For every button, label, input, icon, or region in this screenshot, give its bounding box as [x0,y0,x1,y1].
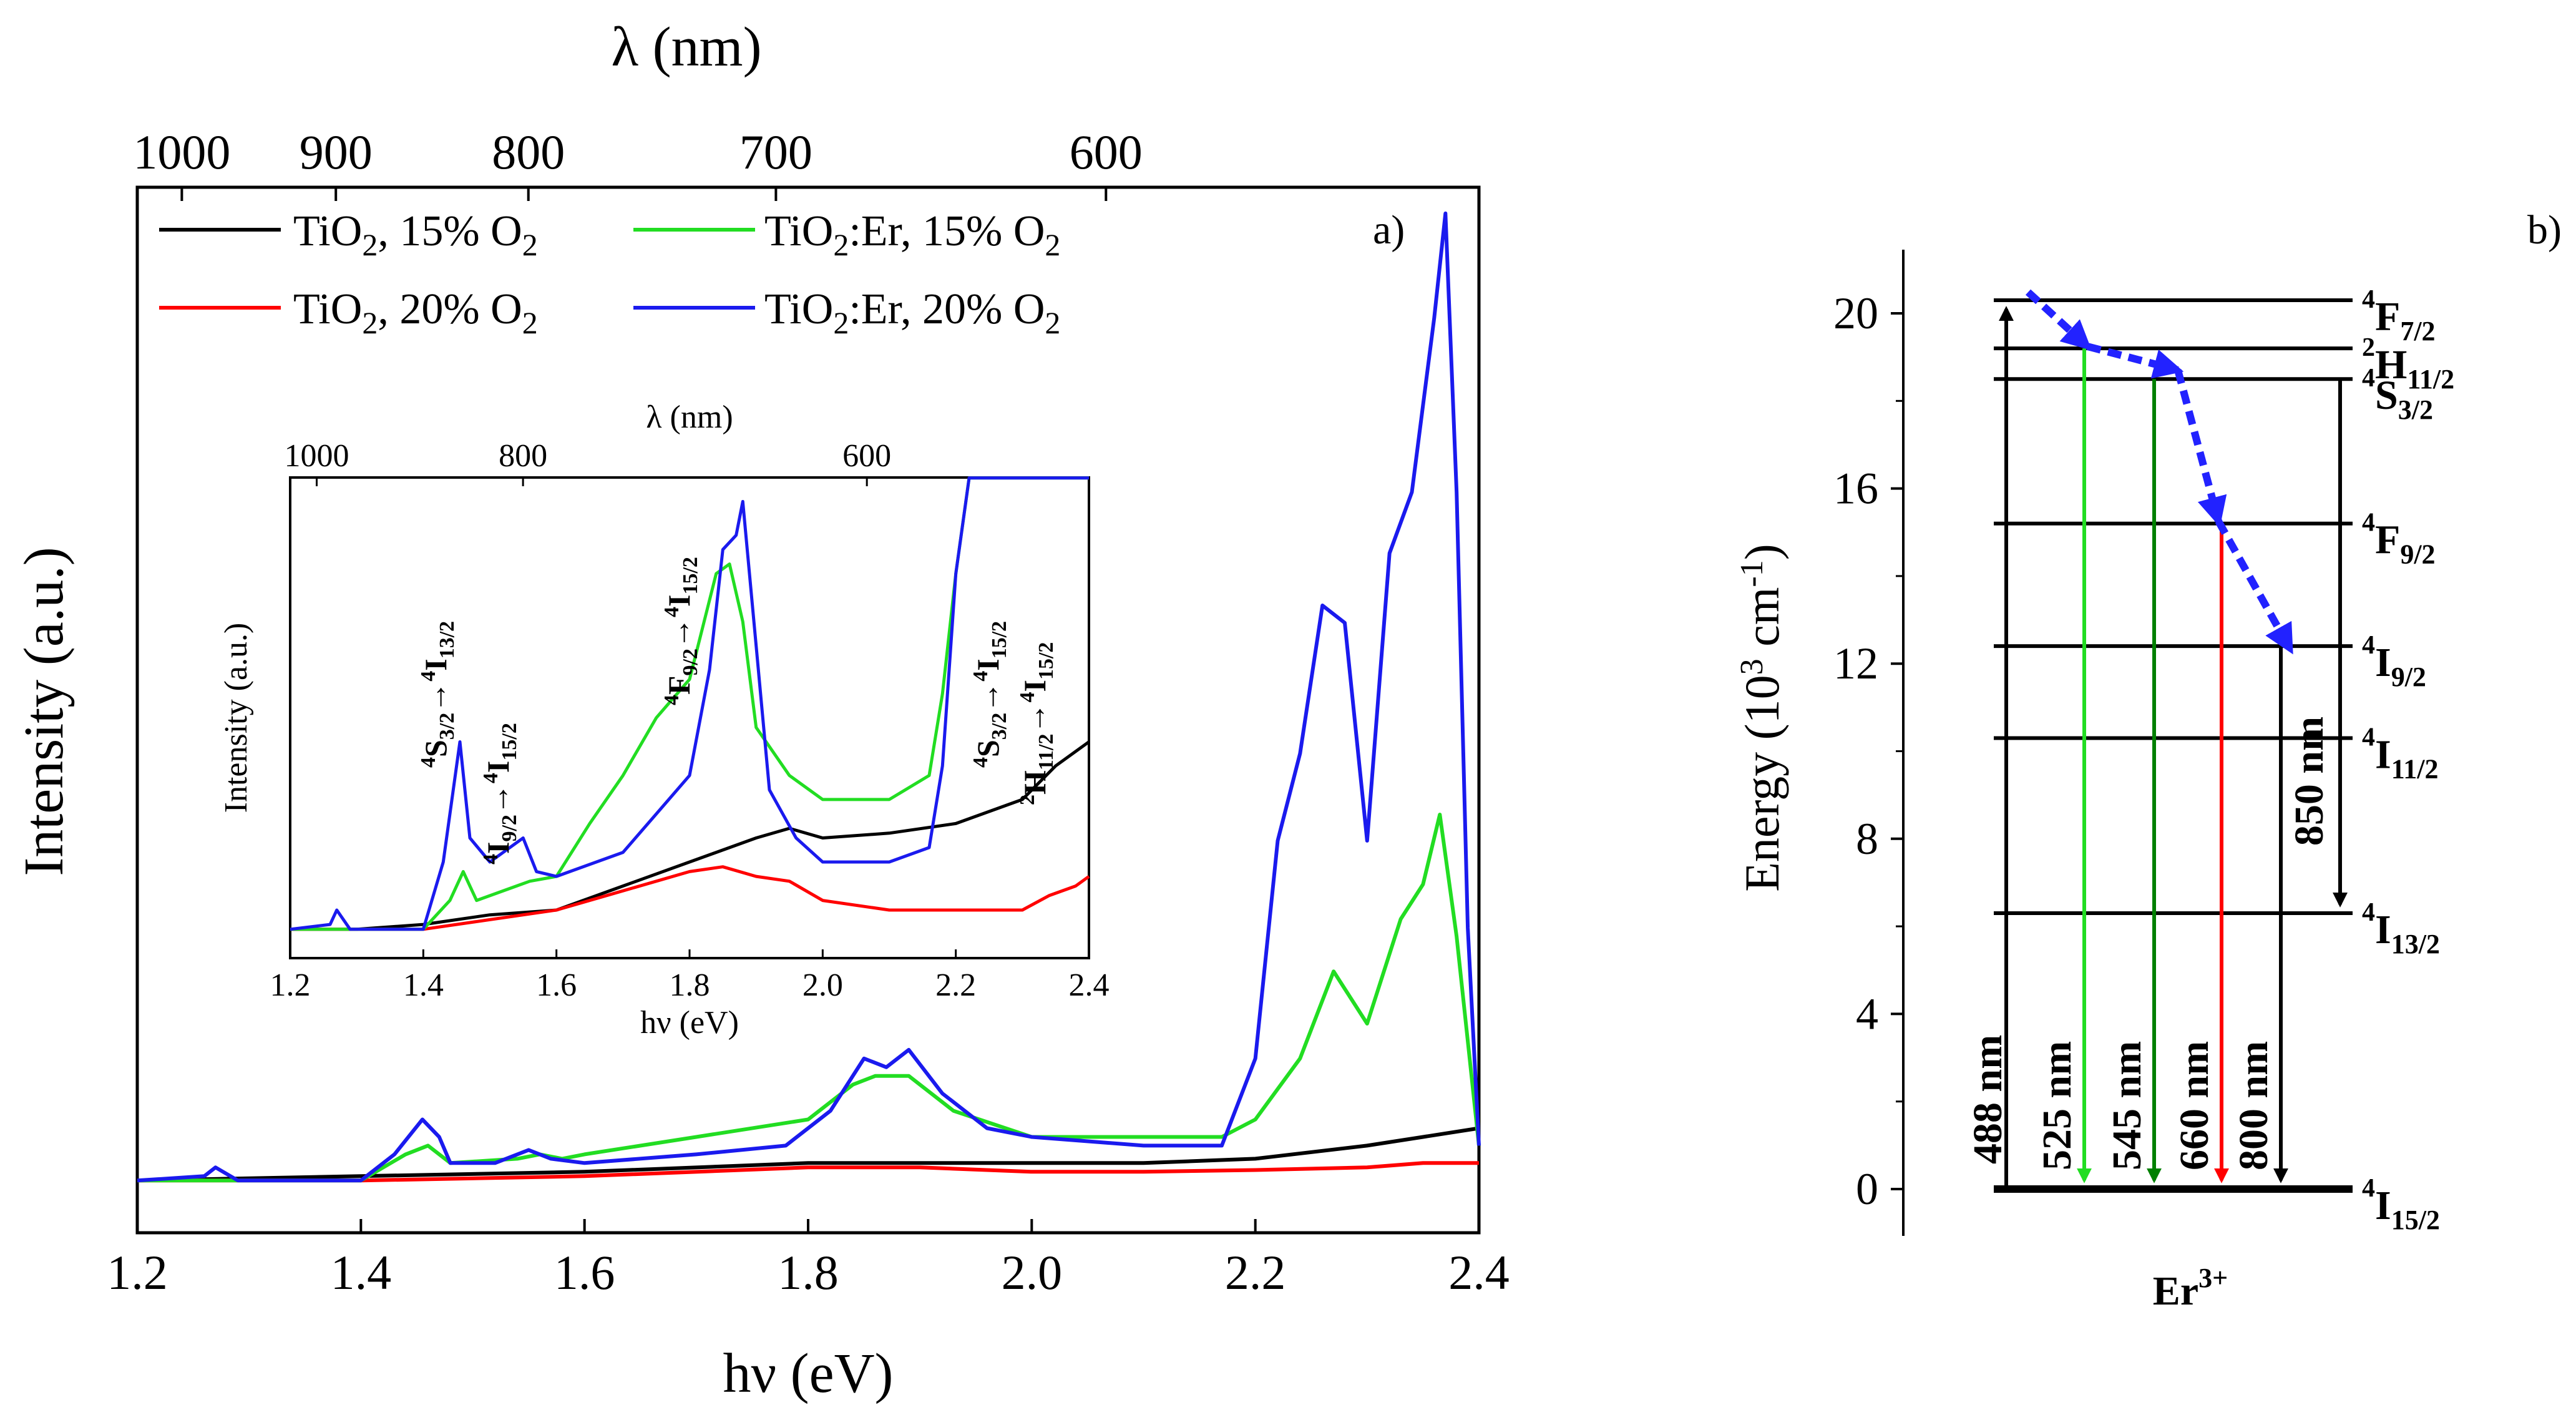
inset-x-tick-label: 2.0 [803,967,843,1003]
annotation-h112-i152: 2H11/2→4I15/2 [1016,642,1058,805]
main-x-tick-label: 2.0 [1002,1245,1063,1300]
inset-top-ticks: 1000 800 600 [284,438,891,486]
panel-a-label: a) [1373,207,1405,253]
annotation-i92-i152: 4I9/2→4I15/2 [479,723,521,864]
inset-series-tio2-er-20-o2 [290,476,1089,931]
inset-top-tick-label: 600 [842,438,891,474]
main-top-axis-label: λ (nm) [611,16,761,78]
energy-y-tick-label: 4 [1856,989,1878,1039]
inset-series-tio2-15-o2 [290,740,1090,931]
relax-arrow-2 [2086,343,2184,379]
legend-label-tio2-20: TiO2, 20% O2 [293,285,538,340]
main-series-tio2-er-15-o2 [137,813,1481,1183]
transition-label-545-nm: 545 nm [2104,1041,2150,1170]
inset-series-group [290,476,1090,931]
energy-y-ticks: 0 4 8 12 16 20 [1833,288,1903,1214]
energy-y-tick-label: 16 [1833,464,1878,514]
level-label-4f9-2: 4F9/2 [2362,509,2436,570]
inset-x-tick-label: 1.4 [403,967,444,1003]
inset-x-ticks: 1.2 1.4 1.6 1.8 2.0 2.2 2.4 [270,949,1110,1003]
panel-a-main-chart: 1.2 1.4 1.6 1.8 2.0 2.2 2.4 1000 900 800 700 600 h… [13,16,1510,1404]
level-label-4i11-2: 4I11/2 [2362,723,2438,784]
main-top-tick-label: 900 [300,125,373,179]
legend-label-er-15: TiO2:Er, 15% O2 [764,207,1060,262]
transition-label-660-nm: 660 nm [2172,1041,2217,1170]
inset-x-axis-label: hν (eV) [640,1005,739,1041]
inset-y-axis-label: Intensity (a.u.) [218,623,254,813]
energy-axis-label: Energy (103 cm-1) [1734,544,1789,891]
inset-x-tick-label: 1.8 [670,967,710,1003]
energy-y-tick-label: 12 [1833,639,1878,688]
legend-entry-tio2-15: TiO2, 15% O2 [159,207,538,262]
main-x-tick-label: 2.4 [1448,1245,1510,1300]
main-x-tick-label: 1.6 [554,1245,615,1300]
annotation-s32-i152: 4S3/2→4I15/2 [969,621,1011,768]
inset-chart: 1.2 1.4 1.6 1.8 2.0 2.2 2.4 1000 800 600 hν (eV)… [218,399,1110,1041]
main-top-tick-label: 600 [1070,125,1143,179]
inset-top-tick-label: 1000 [284,438,349,474]
main-series-tio2-20-o2 [137,1161,1479,1183]
inset-top-axis-label: λ (nm) [646,399,733,435]
main-x-tick-label: 1.2 [107,1245,168,1300]
level-label-4i15-2: 4I15/2 [2362,1174,2440,1235]
inset-x-tick-label: 2.4 [1069,967,1110,1003]
inset-series-tio2-20-o2 [290,865,1090,931]
ion-label: Er3+ [2153,1263,2228,1314]
main-top-tick-label: 1000 [133,125,230,179]
energy-levels: 4I15/2 4I13/2 4I11/2 4I9/2 4F9/2 4S3/22H11/24… [1994,285,2454,1235]
level-label-4s3-2: 4S3/2 [2362,364,2433,425]
legend: TiO2, 15% O2 TiO2:Er, 15% O2 TiO2, 20% O… [159,207,1060,340]
inset-x-tick-label: 1.6 [536,967,577,1003]
legend-label-er-20: TiO2:Er, 20% O2 [764,285,1060,340]
inset-x-tick-label: 2.2 [935,967,976,1003]
level-label-4i9-2: 4I9/2 [2362,631,2426,692]
energy-transitions: 488 nm 525 nm 545 nm 660 nm 800 nm 850 nm [1965,306,2348,1189]
legend-entry-er-20: TiO2:Er, 20% O2 [633,285,1060,340]
relax-arrow-4 [2215,519,2294,655]
nonradiative-relaxation [2025,289,2294,655]
main-series-group [137,211,1481,1183]
level-label-2h11-2: 2H11/2 [2362,333,2454,394]
main-x-tick-label: 1.8 [778,1245,839,1300]
main-top-tick-label: 800 [492,125,565,179]
relax-arrow-1 [2025,289,2092,351]
transition-label-488-nm: 488 nm [1965,1035,2011,1164]
relax-arrow-3 [2174,369,2227,527]
transition-label-800-nm: 800 nm [2231,1041,2276,1170]
energy-y-tick-label: 20 [1833,288,1878,338]
legend-label-tio2-15: TiO2, 15% O2 [293,207,538,262]
inset-plot-frame [289,476,1090,959]
panel-b-energy-diagram: 0 4 8 12 16 20 4I15/2 4I13/2 4I11/2 4I9/2 4F9/2 4S… [1734,207,2562,1314]
level-label-4i13-2: 4I13/2 [2362,898,2440,959]
panel-b-label: b) [2527,207,2562,253]
main-x-tick-label: 2.2 [1225,1245,1286,1300]
transition-label-850-nm: 850 nm [2286,717,2332,846]
main-top-tick-label: 700 [739,125,812,179]
main-series-tio2-15-o2 [137,1126,1480,1183]
main-y-axis-label: Intensity (a.u.) [13,547,75,876]
inset-top-tick-label: 800 [499,438,547,474]
main-x-tick-label: 1.4 [331,1245,392,1300]
legend-entry-tio2-20: TiO2, 20% O2 [159,285,538,340]
energy-y-tick-label: 8 [1856,814,1878,864]
main-x-ticks: 1.2 1.4 1.6 1.8 2.0 2.2 2.4 [107,1219,1510,1300]
level-label-4f7-2: 4F7/2 [2362,285,2436,346]
legend-entry-er-15: TiO2:Er, 15% O2 [633,207,1060,262]
inset-x-tick-label: 1.2 [270,967,311,1003]
annotation-s32-i132: 4S3/2→4I13/2 [417,621,459,768]
main-series-tio2-er-20-o2 [137,211,1481,1183]
transition-label-525-nm: 525 nm [2034,1041,2080,1170]
energy-y-tick-label: 0 [1856,1164,1878,1214]
main-top-ticks: 1000 900 800 700 600 [133,125,1143,201]
annotation-f92-i152: 4F9/2→4I15/2 [660,557,702,705]
main-x-axis-label: hν (eV) [723,1343,893,1404]
